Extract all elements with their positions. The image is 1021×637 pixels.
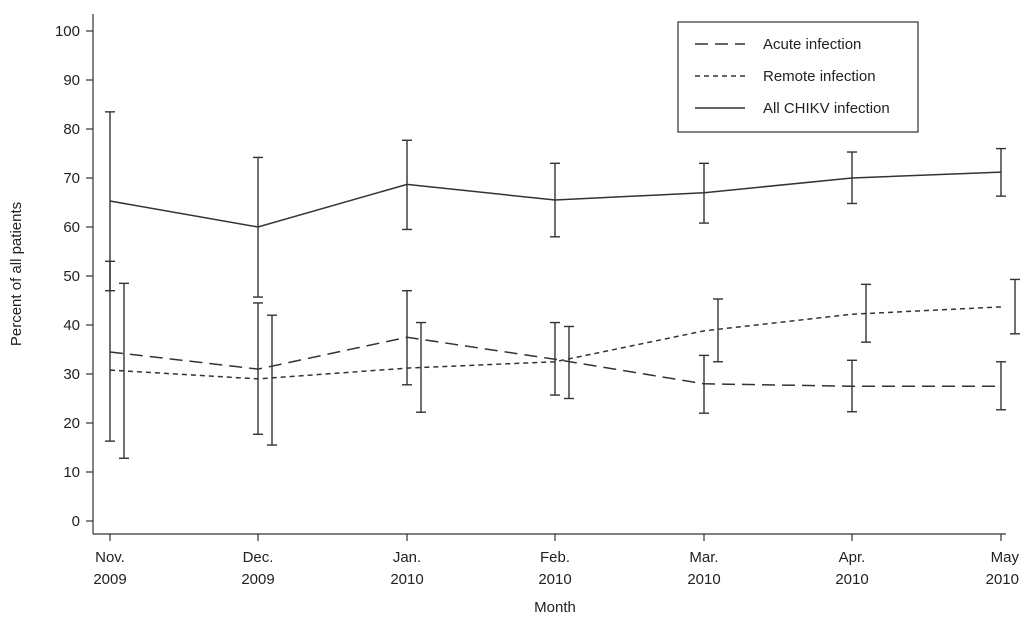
legend-label: All CHIKV infection [763, 100, 890, 117]
error-bar [564, 325, 574, 400]
legend-label: Remote infection [763, 68, 876, 85]
error-bar [699, 354, 709, 414]
y-tick-label: 30 [63, 366, 80, 383]
y-ticks: 0 10 20 30 40 50 60 70 80 90 100 [55, 23, 93, 530]
series-remote-infection [109, 278, 1020, 459]
error-bar [253, 156, 263, 298]
y-tick-label: 80 [63, 121, 80, 138]
error-bar [105, 111, 115, 292]
x-ticks: Nov. 2009 Dec. 2009 Jan. 2010 Feb. 2010 Mar. 2010… [93, 534, 1019, 588]
series-line [109, 306, 1002, 380]
error-bar [713, 298, 723, 363]
y-tick-label: 40 [63, 317, 80, 334]
error-bar [253, 302, 263, 435]
x-tick-label: Apr. [839, 549, 866, 566]
legend: Acute infection Remote infection All CHIKV… [677, 21, 919, 133]
error-bar [402, 139, 412, 231]
error-bar [119, 282, 129, 459]
x-tick-label: Feb. [540, 549, 570, 566]
legend-label: Acute infection [763, 36, 861, 53]
error-bar [996, 147, 1006, 197]
series-acute-infection [105, 260, 1006, 442]
x-tick-label-year: 2010 [390, 571, 423, 588]
y-tick-label: 0 [72, 513, 80, 530]
series-layer [105, 111, 1020, 459]
y-axis-title: Percent of all patients [8, 202, 25, 346]
x-tick-label-year: 2010 [835, 571, 868, 588]
error-bar [402, 290, 412, 386]
error-bar [847, 359, 857, 413]
x-tick-label-year: 2010 [986, 571, 1019, 588]
y-tick-label: 70 [63, 170, 80, 187]
y-tick-label: 10 [63, 464, 80, 481]
error-bar [847, 151, 857, 205]
error-bar [550, 162, 560, 238]
error-bar [267, 314, 277, 446]
x-tick-label: Nov. [95, 549, 125, 566]
y-tick-label: 60 [63, 219, 80, 236]
x-tick-label: Jan. [393, 549, 421, 566]
error-bar [996, 361, 1006, 411]
x-tick-label-year: 2009 [93, 571, 126, 588]
x-axis-title: Month [534, 599, 576, 616]
x-tick-label-year: 2010 [538, 571, 571, 588]
legend-box [677, 21, 919, 133]
error-bar [550, 321, 560, 396]
error-bar [861, 283, 871, 343]
axes [92, 14, 1006, 535]
y-tick-label: 90 [63, 72, 80, 89]
error-bar [1010, 278, 1020, 335]
x-tick-label: May [991, 549, 1020, 566]
series-all-chikv-infection [105, 111, 1006, 298]
error-bar [699, 162, 709, 224]
y-tick-label: 50 [63, 268, 80, 285]
x-tick-label-year: 2009 [241, 571, 274, 588]
x-tick-label: Mar. [689, 549, 718, 566]
x-tick-label: Dec. [243, 549, 274, 566]
error-bar [416, 321, 426, 413]
x-tick-label-year: 2010 [687, 571, 720, 588]
y-tick-label: 100 [55, 23, 80, 40]
y-tick-label: 20 [63, 415, 80, 432]
